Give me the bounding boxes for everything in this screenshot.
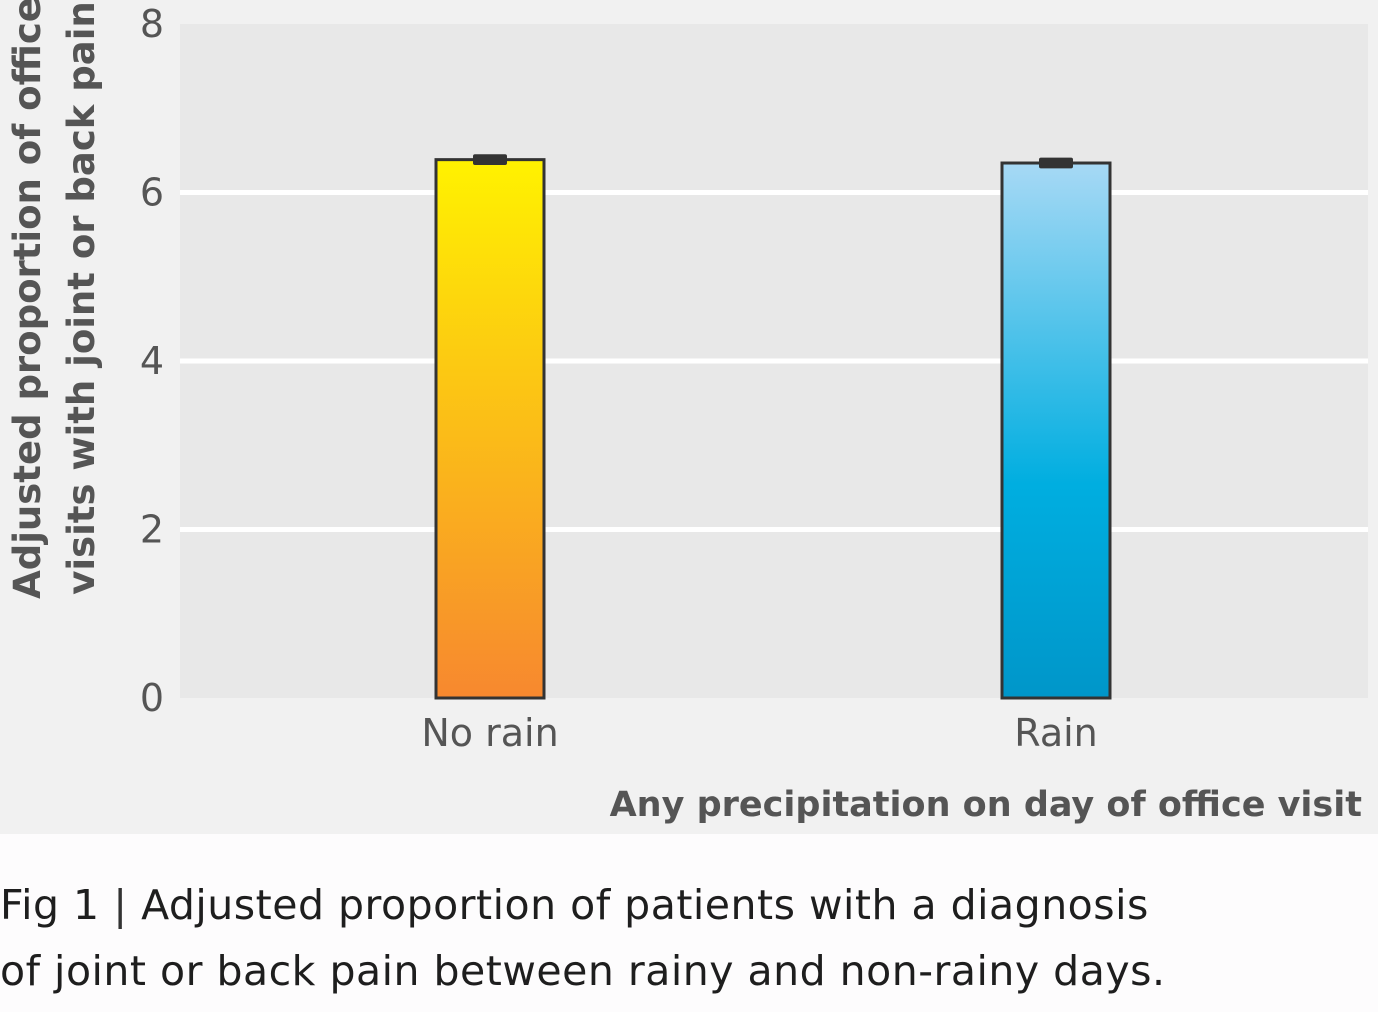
- bars: [434, 154, 1112, 700]
- caption-fig-label: Fig 1: [0, 881, 100, 929]
- x-tick-labels: No rain Rain: [421, 711, 1097, 755]
- x-tick-rain: Rain: [1014, 711, 1098, 755]
- y-tick-6: 6: [140, 171, 164, 215]
- y-tick-0: 0: [140, 676, 164, 720]
- x-tick-no-rain: No rain: [421, 711, 558, 755]
- y-tick-labels: 0 2 4 6 8: [140, 2, 164, 720]
- y-axis-label-line2: visits with joint or back pain: [60, 1, 103, 594]
- caption-line-1: Fig 1 | Adjusted proportion of patients …: [0, 872, 1378, 938]
- y-tick-2: 2: [140, 508, 164, 552]
- chart-figure: 0 2 4 6 8 No rain Rain Adjusted proportion of…: [0, 0, 1378, 834]
- y-tick-8: 8: [140, 2, 164, 46]
- x-axis-label: Any precipitation on day of office visit: [610, 785, 1362, 825]
- figure-caption: Fig 1 | Adjusted proportion of patients …: [0, 872, 1378, 1004]
- error-bar-no-rain: [473, 154, 507, 166]
- caption-line-2: of joint or back pain between rainy and …: [0, 938, 1378, 1004]
- bar-no-rain: [434, 158, 546, 700]
- gridlines: [180, 190, 1368, 532]
- y-tick-4: 4: [140, 339, 164, 383]
- bar-rain: [1000, 161, 1112, 700]
- y-axis-label-line1: Adjusted proportion of office: [6, 0, 49, 599]
- caption-text-1: Adjusted proportion of patients with a d…: [141, 881, 1149, 929]
- caption-text-2: of joint or back pain between rainy and …: [0, 947, 1166, 995]
- bar-chart: 0 2 4 6 8 No rain Rain Adjusted proportion of…: [6, 0, 1368, 825]
- error-bar-rain: [1039, 157, 1073, 169]
- caption-separator: |: [113, 881, 128, 929]
